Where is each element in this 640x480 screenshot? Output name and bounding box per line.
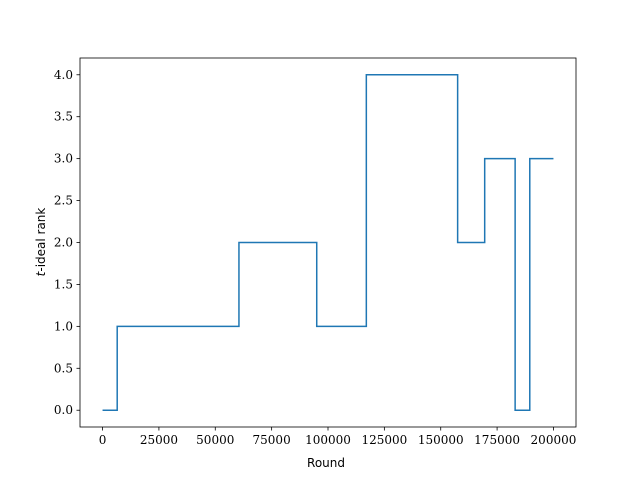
y-tick-label: 0.5 bbox=[54, 361, 73, 375]
x-tick-label: 0 bbox=[99, 433, 107, 447]
y-tick-label: 3.0 bbox=[54, 152, 73, 166]
x-tick-label: 25000 bbox=[140, 433, 178, 447]
x-axis-label: Round bbox=[307, 456, 345, 470]
y-tick-label: 2.5 bbox=[54, 194, 73, 208]
x-tick-label: 150000 bbox=[418, 433, 464, 447]
x-tick-label: 200000 bbox=[531, 433, 577, 447]
y-axis-label-italic: t bbox=[34, 270, 48, 276]
x-tick-label: 175000 bbox=[474, 433, 520, 447]
x-tick-label: 75000 bbox=[253, 433, 291, 447]
x-tick-label: 50000 bbox=[196, 433, 234, 447]
x-tick-label: 100000 bbox=[305, 433, 351, 447]
series-line-0 bbox=[102, 74, 554, 411]
y-tick-label: 1.0 bbox=[54, 319, 73, 333]
x-tick-label: 125000 bbox=[361, 433, 407, 447]
y-tick-label: 2.0 bbox=[54, 236, 73, 250]
y-tick-label: 4.0 bbox=[54, 68, 73, 82]
plot-frame bbox=[79, 57, 577, 428]
y-tick-label: 3.5 bbox=[54, 110, 73, 124]
y-tick-label: 1.5 bbox=[54, 277, 73, 291]
y-tick-label: 0.0 bbox=[54, 403, 73, 417]
y-axis-label-rest: -ideal rank bbox=[34, 208, 48, 272]
y-axis-label: t-ideal rank bbox=[34, 208, 48, 277]
